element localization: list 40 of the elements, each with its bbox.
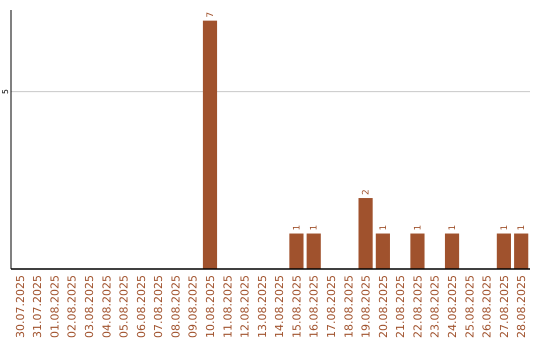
x-tick-label: 05.08.2025 — [118, 275, 131, 338]
x-tick-label: 15.08.2025 — [290, 275, 304, 338]
x-tick-label: 19.08.2025 — [360, 275, 373, 338]
data-label: 7 — [206, 12, 216, 18]
x-tick-label: 09.08.2025 — [186, 275, 200, 338]
x-tick-label: 06.08.2025 — [134, 275, 148, 338]
x-tick-label: 07.08.2025 — [152, 275, 166, 338]
data-label: 1 — [413, 224, 424, 231]
x-tick-label: 03.08.2025 — [82, 275, 96, 338]
x-tick-label: 24.08.2025 — [446, 275, 460, 338]
x-tick-label: 18.08.2025 — [342, 275, 356, 338]
x-tick-label: 27.08.2025 — [498, 275, 511, 338]
x-tick-label: 30.07.2025 — [14, 275, 27, 338]
x-tick-label: 28.08.2025 — [515, 275, 528, 338]
x-tick-label: 13.08.2025 — [256, 275, 269, 338]
x-tick-label: 17.08.2025 — [325, 275, 338, 338]
x-tick-label: 21.08.2025 — [394, 275, 408, 338]
x-tick-label: 04.08.2025 — [100, 275, 114, 338]
data-label: 1 — [378, 224, 389, 231]
x-tick-label: 14.08.2025 — [273, 275, 286, 338]
x-tick-label: 20.08.2025 — [376, 275, 390, 338]
data-label: 1 — [500, 224, 510, 231]
x-tick-label: 10.08.2025 — [204, 275, 217, 338]
data-label: 1 — [292, 224, 302, 231]
x-tick-label: 11.08.2025 — [221, 275, 234, 338]
data-label: 1 — [448, 224, 458, 231]
x-tick-label: 22.08.2025 — [411, 275, 424, 338]
x-tick-label: 23.08.2025 — [428, 275, 442, 338]
y-tick-label: 5 — [1, 89, 10, 94]
x-tick-label: 16.08.2025 — [308, 275, 321, 338]
data-label: 1 — [310, 224, 320, 231]
x-tick-label: 26.08.2025 — [480, 275, 494, 338]
x-tick-label: 02.08.2025 — [66, 275, 79, 338]
x-tick-label: 08.08.2025 — [169, 275, 182, 338]
x-tick-label: 31.07.2025 — [31, 275, 44, 338]
x-tick-label: 01.08.2025 — [48, 275, 62, 338]
x-tick-label: 25.08.2025 — [463, 275, 476, 338]
data-label: 2 — [362, 189, 372, 196]
data-label: 1 — [517, 224, 528, 231]
x-tick-label: 12.08.2025 — [238, 275, 252, 338]
